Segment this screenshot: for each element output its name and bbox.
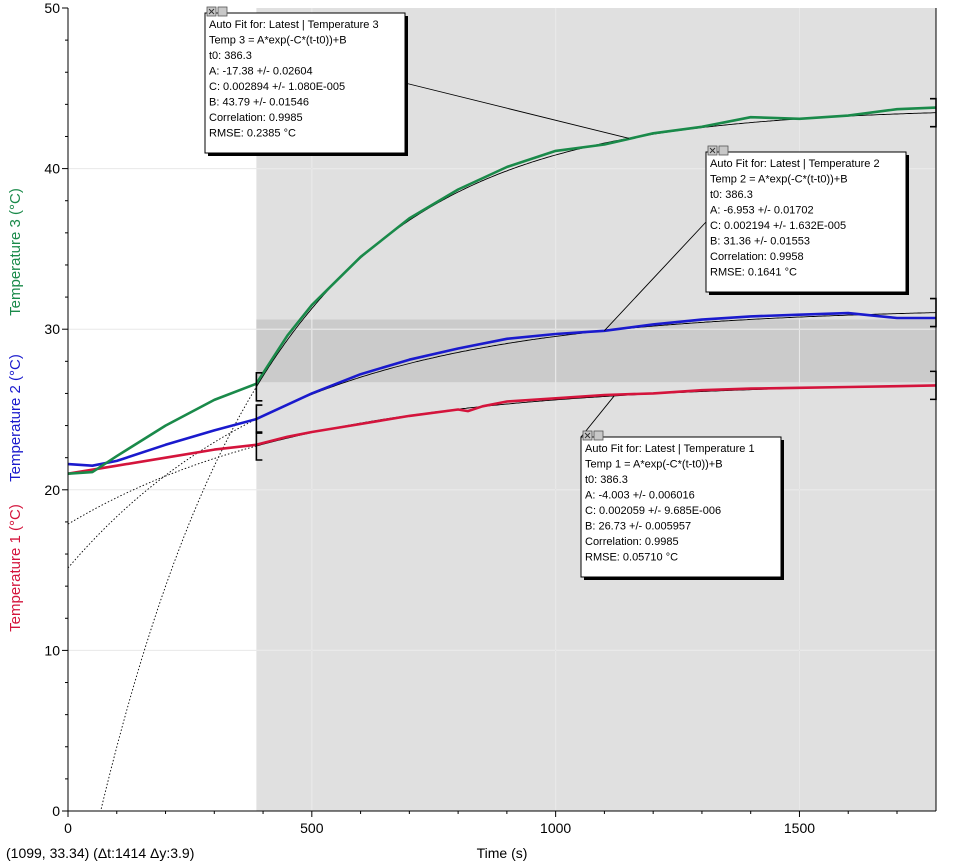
annotation-text-line: t0: 386.3: [710, 189, 753, 201]
x-tick-label: 0: [64, 820, 72, 836]
fit-curve-extrapolated: [67, 445, 258, 525]
annotation-text-line: RMSE: 0.1641 °C: [710, 267, 797, 279]
annotation-text-line: A: -4.003 +/- 0.006016: [585, 490, 695, 502]
y-axis-label: Temperature 3 (°C): [7, 188, 24, 316]
annotation-text-line: Auto Fit for: Latest | Temperature 2: [710, 158, 880, 170]
annotation-text-line: Correlation: 0.9985: [209, 112, 303, 124]
annotation-leader-line: [404, 82, 629, 139]
annotation-text-line: B: 43.79 +/- 0.01546: [209, 97, 309, 109]
y-axis-label: Temperature 1 (°C): [7, 504, 24, 632]
fit-annotation-box[interactable]: Auto Fit for: Latest | Temperature 2 Temp…: [705, 145, 909, 295]
options-icon[interactable]: [718, 145, 729, 156]
fit-bracket-handle[interactable]: [255, 431, 263, 461]
x-tick-label: 1500: [784, 820, 815, 836]
y-axis-label: Temperature 2 (°C): [7, 354, 24, 482]
axes: [67, 8, 937, 812]
annotation-panel: [580, 436, 782, 578]
y-tick-label: 20: [44, 482, 60, 498]
status-readout: (1099, 33.34) (Δt:1414 Δy:3.9): [6, 845, 195, 861]
annotation-panel: [204, 12, 406, 154]
annotation-text-line: t0: 386.3: [209, 50, 252, 62]
annotation-text-line: Temp 3 = A*exp(-C*(t-t0))+B: [209, 35, 347, 47]
y-tick-label: 10: [44, 642, 60, 658]
annotation-text-line: Temp 2 = A*exp(-C*(t-t0))+B: [710, 174, 848, 186]
annotation-text-line: C: 0.002194 +/- 1.632E-005: [710, 220, 846, 232]
x-tick-label: 1000: [540, 820, 571, 836]
annotation-leader-line: [580, 395, 615, 438]
annotation-panel: [705, 151, 907, 293]
annotation-text-line: C: 0.002894 +/- 1.080E-005: [209, 81, 345, 93]
annotation-text-line: RMSE: 0.05710 °C: [585, 552, 678, 564]
annotation-text-line: Temp 1 = A*exp(-C*(t-t0))+B: [585, 459, 723, 471]
fit-annotation-box[interactable]: Auto Fit for: Latest | Temperature 3 Temp…: [204, 6, 408, 156]
close-icon-stroke: [709, 147, 716, 154]
annotation-text-line: A: -17.38 +/- 0.02604: [209, 66, 313, 78]
annotation-text-line: B: 26.73 +/- 0.005957: [585, 521, 691, 533]
fit-curve-extrapolated: [67, 418, 258, 569]
fit-annotation-box[interactable]: Auto Fit for: Latest | Temperature 1 Temp…: [580, 430, 784, 580]
close-icon-stroke: [208, 8, 215, 15]
y-tick-label: 40: [44, 161, 60, 177]
options-icon[interactable]: [593, 430, 604, 441]
annotation-text-line: A: -6.953 +/- 0.01702: [710, 205, 814, 217]
y-tick-label: 30: [44, 321, 60, 337]
fit-bracket-handle[interactable]: [255, 372, 263, 402]
x-tick-label: 500: [300, 820, 324, 836]
series-lines: [67, 106, 937, 475]
series-line: [67, 384, 937, 475]
y-axis-labels: Temperature 1 (°C) Temperature 2 (°C) Temp…: [7, 188, 24, 632]
annotation-text-line: t0: 386.3: [585, 474, 628, 486]
close-icon-stroke: [584, 432, 591, 439]
annotation-leader-line: [604, 221, 707, 331]
fit-bracket-handle[interactable]: [255, 404, 263, 434]
tick-labels: 0 500 1000 1500 0 10 20 30 40 50: [44, 0, 898, 836]
annotation-text-line: B: 31.36 +/- 0.01553: [710, 236, 810, 248]
annotation-leaders: [404, 82, 707, 438]
annotation-text-line: Correlation: 0.9985: [585, 536, 679, 548]
y-tick-label: 0: [52, 803, 60, 819]
y-tick-label: 50: [44, 0, 60, 16]
fit-curve-extrapolated: [100, 385, 258, 810]
annotation-text-line: Auto Fit for: Latest | Temperature 1: [585, 443, 755, 455]
x-axis-label: Time (s): [477, 845, 528, 861]
annotation-text-line: Auto Fit for: Latest | Temperature 3: [209, 19, 379, 31]
fit-annotation-boxes[interactable]: Auto Fit for: Latest | Temperature 3 Temp…: [204, 6, 909, 580]
annotation-text-line: C: 0.002059 +/- 9.685E-006: [585, 505, 721, 517]
series-line: [67, 311, 936, 468]
annotation-text-line: Correlation: 0.9958: [710, 251, 804, 263]
annotation-text-line: RMSE: 0.2385 °C: [209, 128, 296, 140]
options-icon[interactable]: [217, 6, 228, 17]
series-line: [67, 106, 937, 475]
